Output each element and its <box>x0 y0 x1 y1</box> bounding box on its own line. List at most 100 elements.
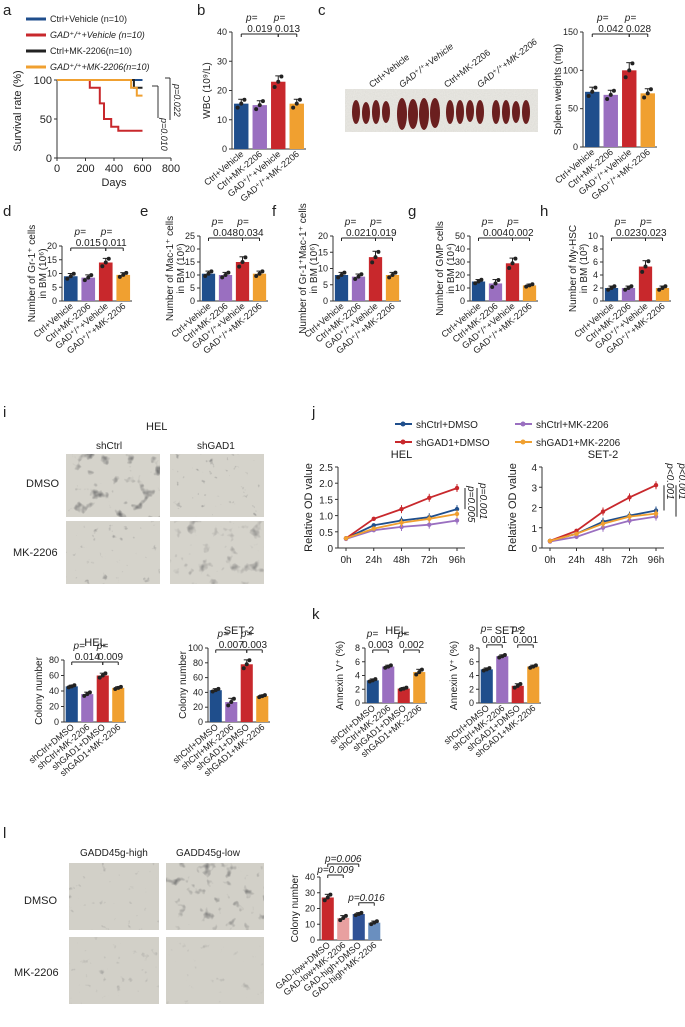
y-axis-label: Number of GMP cellsin BM (10⁴) <box>435 221 457 316</box>
p-value-prefix: p< <box>511 624 524 635</box>
data-point <box>203 274 208 279</box>
x-tick-label: 48h <box>393 555 410 566</box>
bar <box>352 914 365 940</box>
data-point <box>612 284 617 289</box>
photo-label-3: GAD⁺/⁺+MK-2206 <box>475 37 539 90</box>
p-value-prefix: p= <box>369 217 382 228</box>
p-value-label: 0.028 <box>626 24 651 35</box>
data-point <box>611 88 616 93</box>
data-point <box>629 284 634 289</box>
data-point <box>260 99 265 104</box>
legend-a-0: Ctrl+Vehicle (n=10) <box>50 14 127 24</box>
data-point <box>231 696 236 701</box>
y-axis-label: Colony number <box>34 656 45 724</box>
p-value-label: 0.021 <box>346 228 371 239</box>
p-value-label: 0.003 <box>368 640 393 651</box>
y-tick-label: 2 <box>469 684 474 694</box>
p-value-prefix: p= <box>74 227 87 238</box>
chart-title: HEL <box>391 449 412 461</box>
p-value-prefix: p= <box>245 13 258 24</box>
bar <box>366 680 379 703</box>
bar <box>382 666 395 703</box>
data-point <box>479 277 484 282</box>
chart-title: HEL <box>385 625 406 637</box>
data-point <box>240 260 245 264</box>
data-point <box>279 74 284 79</box>
bar <box>496 656 509 703</box>
y-tick-label: 0 <box>198 717 203 727</box>
p-value-label: 0.001 <box>482 635 507 646</box>
panel-label-b: b <box>197 2 205 19</box>
series-point <box>574 531 579 537</box>
data-point <box>497 655 502 660</box>
data-point <box>82 693 87 698</box>
p-value-label: 0.007 <box>219 640 244 651</box>
y-tick-label: 8 <box>355 643 360 653</box>
chart-title: SET-2 <box>588 449 619 461</box>
data-point <box>393 270 398 275</box>
micrograph-i-row-1: MK-2206 <box>13 547 58 559</box>
p-value-label: p=0.016 <box>347 893 385 904</box>
p-value-prefix: p= <box>100 227 113 238</box>
data-point <box>370 260 375 265</box>
data-point <box>118 684 123 689</box>
data-point <box>336 275 341 280</box>
y-tick-label: 10 <box>185 270 195 280</box>
data-point <box>235 105 240 110</box>
data-point <box>524 284 529 289</box>
y-tick-label: 100 <box>188 643 203 653</box>
data-point <box>121 272 126 277</box>
data-point <box>473 281 478 286</box>
p-value-label: 0.015 <box>76 238 101 249</box>
micrographs-l: GADD45g-high GADD45g-low DMSO MK-2206 <box>14 848 264 1004</box>
p-value-label: p=0.006 <box>324 854 362 865</box>
y-tick-label: 30 <box>305 888 315 898</box>
data-point <box>226 270 231 275</box>
data-point <box>660 286 665 290</box>
y-tick-label: 10 <box>305 919 315 929</box>
y-tick-label: 40 <box>305 872 315 882</box>
data-point <box>260 269 265 274</box>
p-value-label: 0.002 <box>508 228 533 239</box>
y-tick-label: 2 <box>355 684 360 694</box>
data-point <box>257 271 262 276</box>
data-point <box>608 92 613 97</box>
y-tick-label: 1.5 <box>319 495 333 506</box>
series-point <box>371 523 376 528</box>
data-point <box>276 79 281 84</box>
data-point <box>226 703 231 708</box>
y-tick-label: 15 <box>185 257 195 267</box>
p-value-prefix: p= <box>596 13 609 24</box>
bar <box>289 103 304 149</box>
data-point <box>606 287 611 292</box>
panel-label-e: e <box>140 203 148 220</box>
p-value-label: 0.004 <box>483 228 508 239</box>
data-point <box>343 913 348 918</box>
panel-label-l: l <box>3 825 6 842</box>
bar <box>235 262 250 301</box>
data-point <box>419 667 424 672</box>
data-point <box>338 918 343 923</box>
y-tick-label: 0 <box>531 544 537 555</box>
data-point <box>242 97 247 102</box>
series-point <box>371 526 376 531</box>
data-point <box>229 700 234 705</box>
data-point <box>339 273 344 277</box>
bar <box>585 91 600 147</box>
y-axis-label: Colony number <box>178 650 189 718</box>
p-value-prefix: p= <box>481 217 494 228</box>
data-point <box>518 681 523 686</box>
y-axis-label: Survival rate (%) <box>12 70 24 151</box>
data-point <box>528 665 533 670</box>
y-tick-label: 100 <box>563 65 578 75</box>
data-point <box>89 273 94 278</box>
y-tick-label: 10 <box>455 283 465 293</box>
legend-j-3: shGAD1+MK-2206 <box>536 438 621 449</box>
y-tick-label: 20 <box>193 702 203 712</box>
bar <box>368 922 381 940</box>
y-tick-label: 4 <box>593 270 598 280</box>
bar <box>471 281 486 301</box>
